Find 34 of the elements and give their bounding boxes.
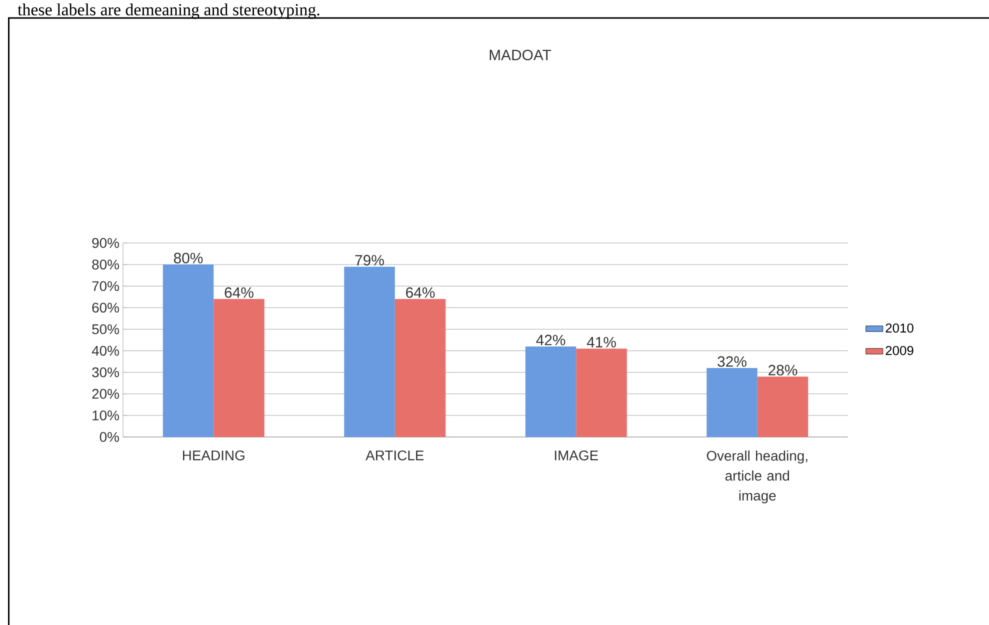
bar [162,264,214,437]
y-tick-label: 30% [92,367,119,378]
y-tick-label: 0% [100,432,119,442]
text: these labels are demeaning and stereotyping. [18,4,320,19]
data-label: 64% [224,287,254,298]
y-tick-label: 90% [92,238,119,248]
chart-title: MADOAT [490,50,552,60]
y-tick-label: 20% [92,388,119,399]
legend-label: 2009 [886,346,914,356]
x-tick-label: Overall heading, article and image [706,450,808,504]
x-tick-label: IMAGE [554,450,598,460]
y-tick-label: 50% [92,324,119,334]
x-tick-label: ARTICLE [366,450,424,460]
bar [706,368,758,437]
y-tick-label: 70% [92,281,119,292]
data-label: 42% [536,334,566,346]
data-label: 79% [355,254,384,266]
data-label: 41% [586,336,616,348]
x-tick-label: HEADING [182,450,244,460]
data-label: 28% [768,364,798,376]
legend-label: 2010 [886,323,914,333]
data-label: 80% [174,252,203,264]
bar [757,376,808,437]
bar [344,266,395,437]
y-tick-label: 40% [92,346,119,356]
data-label: 64% [406,287,435,298]
y-tick-label: 80% [92,260,119,270]
y-tick-label: 60% [92,302,119,313]
y-tick-label: 10% [92,410,119,420]
bar [394,299,446,437]
data-label: 32% [718,356,746,367]
bar [525,346,576,437]
bar [214,299,264,437]
bar [576,348,627,437]
